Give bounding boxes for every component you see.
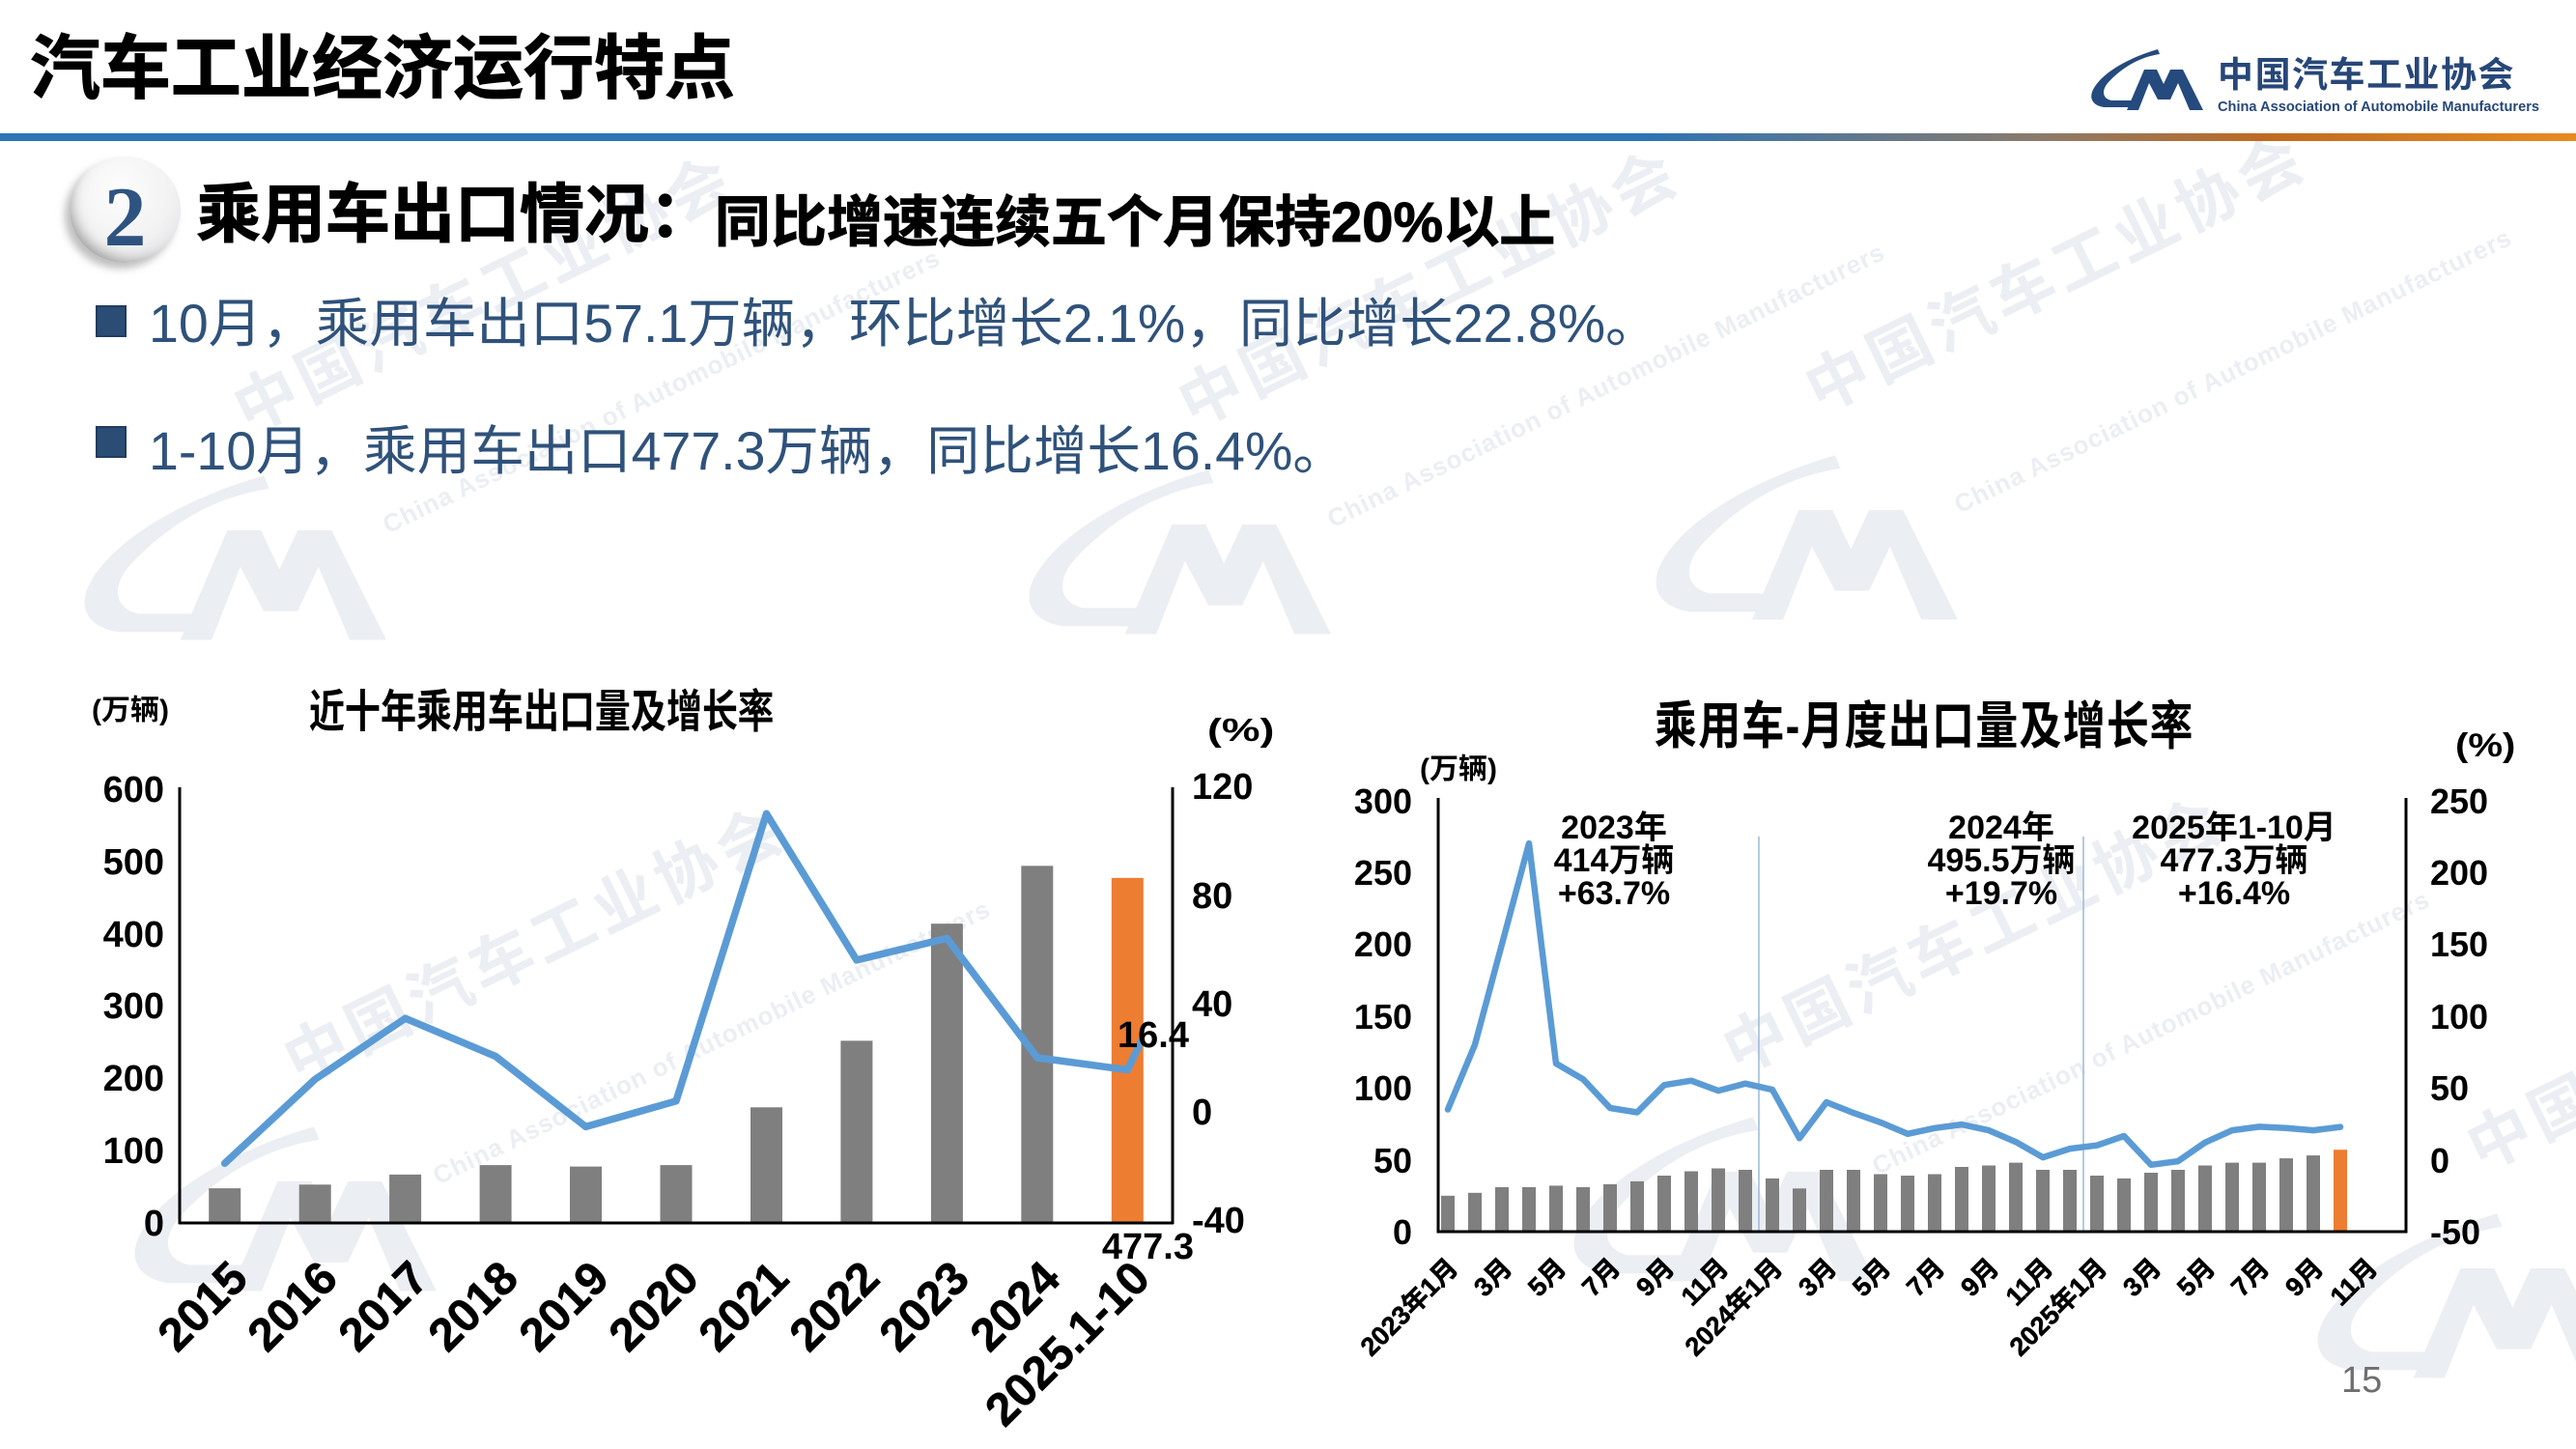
svg-text:80: 80	[1192, 876, 1232, 917]
svg-text:50: 50	[2430, 1068, 2469, 1108]
svg-text:7月: 7月	[1576, 1253, 1626, 1302]
svg-text:2018: 2018	[419, 1252, 528, 1361]
svg-text:9月: 9月	[1630, 1253, 1680, 1302]
svg-text:16.4: 16.4	[1118, 1015, 1189, 1056]
svg-text:300: 300	[1354, 781, 1412, 821]
svg-text:100: 100	[103, 1131, 164, 1172]
svg-text:+63.7%: +63.7%	[1558, 875, 1670, 912]
svg-text:2023年1月: 2023年1月	[1355, 1253, 1463, 1361]
svg-text:2016: 2016	[239, 1252, 348, 1361]
svg-text:5月: 5月	[1522, 1253, 1571, 1302]
svg-text:9月: 9月	[1955, 1253, 2004, 1302]
svg-text:3月: 3月	[2117, 1253, 2166, 1302]
svg-text:7月: 7月	[1901, 1253, 1950, 1302]
svg-text:2024年: 2024年	[1948, 810, 2054, 846]
svg-text:200: 200	[2430, 853, 2488, 893]
svg-text:477.3万辆: 477.3万辆	[2160, 842, 2307, 879]
svg-text:5月: 5月	[1847, 1253, 1896, 1302]
svg-text:2015: 2015	[149, 1252, 258, 1361]
svg-text:2017: 2017	[329, 1252, 439, 1361]
svg-text:600: 600	[103, 770, 164, 810]
svg-text:495.5万辆: 495.5万辆	[1927, 842, 2075, 879]
svg-text:2020: 2020	[600, 1252, 709, 1361]
svg-text:40: 40	[1192, 984, 1232, 1025]
svg-text:2023: 2023	[870, 1252, 979, 1361]
svg-text:2022: 2022	[780, 1252, 890, 1361]
svg-text:120: 120	[1192, 767, 1253, 808]
svg-text:150: 150	[1354, 997, 1412, 1037]
svg-text:300: 300	[103, 986, 164, 1027]
svg-text:150: 150	[2430, 924, 2488, 964]
svg-text:2023年: 2023年	[1561, 810, 1667, 846]
svg-text:50: 50	[1373, 1141, 1412, 1180]
svg-text:2021: 2021	[690, 1252, 799, 1361]
svg-text:400: 400	[103, 915, 164, 955]
svg-text:3月: 3月	[1468, 1253, 1517, 1302]
svg-text:0: 0	[1393, 1212, 1412, 1252]
svg-text:+19.7%: +19.7%	[1945, 875, 2057, 912]
svg-text:250: 250	[1354, 853, 1412, 893]
svg-text:414万辆: 414万辆	[1554, 842, 1675, 879]
svg-text:100: 100	[2430, 997, 2488, 1037]
svg-text:2019: 2019	[510, 1252, 619, 1361]
svg-text:2025年1-10月: 2025年1-10月	[2132, 810, 2336, 846]
svg-text:250: 250	[2430, 781, 2488, 821]
svg-text:200: 200	[103, 1059, 164, 1099]
svg-text:11月: 11月	[2325, 1253, 2383, 1311]
svg-text:3月: 3月	[1793, 1253, 1842, 1302]
svg-text:-40: -40	[1192, 1201, 1245, 1241]
svg-text:200: 200	[1354, 924, 1412, 964]
svg-text:-50: -50	[2430, 1212, 2480, 1252]
svg-text:477.3: 477.3	[1102, 1227, 1194, 1267]
svg-text:9月: 9月	[2279, 1253, 2329, 1302]
svg-text:5月: 5月	[2171, 1253, 2221, 1302]
svg-text:0: 0	[1192, 1093, 1212, 1133]
svg-text:7月: 7月	[2225, 1253, 2275, 1302]
svg-text:100: 100	[1354, 1068, 1412, 1108]
svg-text:0: 0	[144, 1204, 164, 1244]
svg-text:0: 0	[2430, 1141, 2449, 1180]
svg-text:500: 500	[103, 842, 164, 883]
svg-text:+16.4%: +16.4%	[2178, 875, 2290, 912]
